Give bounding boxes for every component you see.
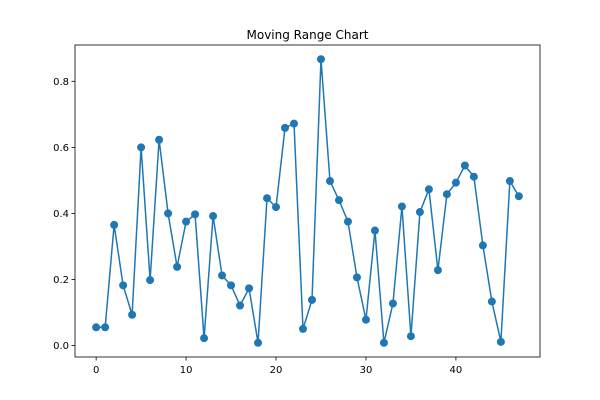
x-tick-label: 10 [180, 365, 193, 376]
axes-frame [74, 44, 541, 358]
data-point [397, 202, 406, 211]
data-point [173, 262, 182, 271]
x-tick-label: 40 [450, 365, 463, 376]
chart-title: Moving Range Chart [247, 28, 369, 42]
data-point [352, 273, 361, 282]
data-point [307, 295, 316, 304]
data-point [137, 143, 146, 152]
y-tick-label: 0.8 [53, 77, 69, 88]
data-point [110, 220, 119, 229]
y-tick-label: 0.0 [53, 341, 69, 352]
data-point [200, 334, 209, 343]
data-point [451, 178, 460, 187]
x-tick-label: 30 [360, 365, 373, 376]
data-point [505, 177, 514, 186]
y-tick-label: 0.2 [53, 275, 69, 286]
data-point [254, 338, 263, 347]
data-point [388, 299, 397, 308]
data-point [218, 271, 227, 280]
data-point [442, 190, 451, 199]
data-point [361, 315, 370, 324]
y-tick-label: 0.6 [53, 143, 69, 154]
data-point [478, 241, 487, 250]
data-point [334, 196, 343, 205]
plot-area: 0 10 20 30 40 0.0 0.2 0.4 0.6 0.8 [53, 44, 541, 376]
data-point [263, 194, 272, 203]
x-tick-label: 20 [270, 365, 283, 376]
data-point [128, 310, 137, 319]
data-point [460, 161, 469, 170]
data-point [164, 209, 173, 218]
data-point [415, 208, 424, 217]
data-point [316, 55, 325, 64]
data-point [343, 217, 352, 226]
data-point [406, 332, 415, 341]
data-point [469, 172, 478, 181]
data-point [245, 284, 254, 293]
data-point [496, 337, 505, 346]
y-tick-label: 0.4 [53, 209, 69, 220]
data-point [236, 301, 245, 310]
x-tick-label: 0 [93, 365, 99, 376]
data-point [424, 185, 433, 194]
data-point [101, 323, 110, 332]
data-point [299, 324, 308, 333]
data-point [433, 266, 442, 275]
data-point [92, 323, 101, 332]
data-point [325, 177, 334, 186]
data-point [379, 338, 388, 347]
data-point [119, 281, 128, 290]
data-point [155, 135, 164, 144]
data-point [191, 210, 200, 219]
data-point [487, 297, 496, 306]
data-point [370, 226, 379, 235]
data-point [281, 123, 290, 132]
data-point [272, 203, 281, 212]
data-point [209, 212, 218, 221]
data-point [514, 192, 523, 201]
data-point [182, 217, 191, 226]
data-point [290, 119, 299, 128]
data-point [146, 276, 155, 285]
data-point [227, 281, 236, 290]
